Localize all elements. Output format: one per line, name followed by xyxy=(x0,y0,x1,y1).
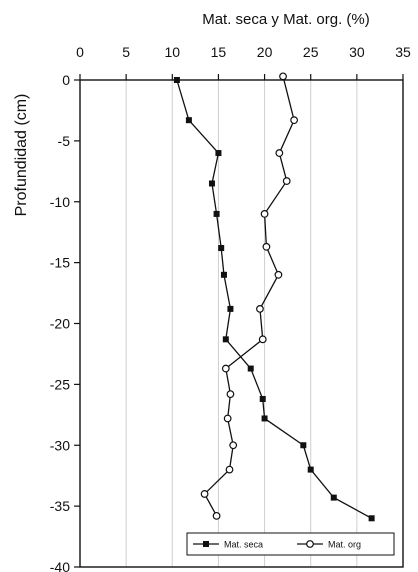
point-mat-seca-4 xyxy=(213,210,220,217)
point-mat-org-0 xyxy=(279,72,287,81)
point-mat-seca-9 xyxy=(247,365,254,372)
y-tick-label--25: -25 xyxy=(50,376,70,392)
y-tick-label--30: -30 xyxy=(50,437,70,453)
point-mat-seca-7 xyxy=(227,305,234,312)
point-mat-org-2 xyxy=(275,149,284,157)
y-tick-label--15: -15 xyxy=(50,255,70,271)
legend-label-mat-org: Mat. org xyxy=(328,540,361,550)
y-tick-label--20: -20 xyxy=(50,316,70,332)
point-mat-org-10 xyxy=(226,390,235,399)
x-tick-label-20: 20 xyxy=(257,44,273,60)
legend-box xyxy=(186,532,395,556)
point-mat-org-3 xyxy=(282,177,291,185)
y-tick-label--35: -35 xyxy=(50,498,70,514)
legend-marker-mat-org xyxy=(306,540,314,548)
plot-frame xyxy=(79,79,404,568)
point-mat-org-11 xyxy=(223,414,232,423)
point-mat-org-13 xyxy=(225,465,234,474)
series-mat-org xyxy=(200,72,299,520)
grid xyxy=(125,80,358,567)
x-ticks: 0 5 10 15 20 25 30 35 xyxy=(76,44,411,80)
x-tick-label-35: 35 xyxy=(395,44,411,60)
point-mat-seca-13 xyxy=(307,466,314,473)
y-tick-label-0: 0 xyxy=(62,72,70,88)
point-mat-seca-1 xyxy=(185,117,192,124)
point-mat-org-6 xyxy=(274,270,283,279)
legend-marker-mat-seca xyxy=(203,541,209,547)
point-mat-seca-15 xyxy=(368,515,375,522)
series-mat-seca xyxy=(173,77,375,522)
point-mat-seca-11 xyxy=(261,415,268,422)
x-tick-label-0: 0 xyxy=(76,44,84,60)
point-mat-org-14 xyxy=(200,490,209,498)
y-tick-label--40: -40 xyxy=(50,559,70,572)
x-tick-label-30: 30 xyxy=(349,44,365,60)
y-ticks: 0 -5 -10 -15 -20 -25 -30 -35 -40 xyxy=(50,72,80,572)
point-mat-org-1 xyxy=(290,116,299,125)
x-tick-label-10: 10 xyxy=(164,44,180,60)
legend-label-mat-seca: Mat. seca xyxy=(224,540,263,550)
point-mat-org-7 xyxy=(256,304,264,313)
point-mat-seca-0 xyxy=(173,77,180,83)
x-tick-label-5: 5 xyxy=(122,44,130,60)
series-layer xyxy=(173,72,375,522)
point-mat-seca-6 xyxy=(220,271,227,278)
point-mat-seca-3 xyxy=(208,180,215,187)
legend: Mat. seca Mat. org xyxy=(186,532,395,556)
point-mat-org-5 xyxy=(262,242,271,251)
point-mat-seca-8 xyxy=(222,336,229,343)
point-mat-seca-12 xyxy=(300,442,307,449)
y-tick-label--5: -5 xyxy=(58,133,71,149)
y-tick-label--10: -10 xyxy=(50,194,70,210)
point-mat-seca-10 xyxy=(259,395,266,402)
x-tick-label-15: 15 xyxy=(211,44,227,60)
point-mat-org-12 xyxy=(229,441,238,450)
y-axis-label: Profundidad (cm) xyxy=(13,94,30,217)
x-tick-label-25: 25 xyxy=(303,44,319,60)
point-mat-seca-2 xyxy=(215,150,222,157)
point-mat-org-4 xyxy=(260,210,269,218)
point-mat-seca-14 xyxy=(330,494,337,501)
point-mat-seca-5 xyxy=(218,245,225,252)
series-line-mat-seca xyxy=(176,79,372,519)
series-line-mat-org xyxy=(203,76,295,517)
point-mat-org-8 xyxy=(258,335,267,344)
x-axis-label: Mat. seca y Mat. org. (%) xyxy=(202,11,370,28)
point-mat-org-9 xyxy=(221,364,230,373)
point-mat-org-15 xyxy=(212,511,221,520)
